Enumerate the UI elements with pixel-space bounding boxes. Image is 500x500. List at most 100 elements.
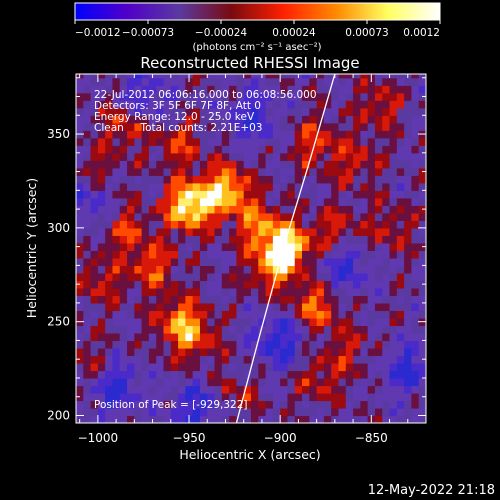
heatmap-cell bbox=[338, 415, 347, 423]
heatmap-cell bbox=[178, 347, 186, 357]
heatmap-cell bbox=[105, 257, 114, 266]
heatmap-cell bbox=[214, 250, 223, 259]
heatmap-cell bbox=[374, 107, 383, 116]
heatmap-cell bbox=[141, 107, 150, 116]
heatmap-cell bbox=[360, 227, 369, 236]
heatmap-cell bbox=[323, 190, 332, 199]
heatmap-cell bbox=[83, 197, 92, 206]
heatmap-cell bbox=[367, 130, 376, 139]
heatmap-cell bbox=[185, 280, 194, 289]
heatmap-cell bbox=[374, 145, 383, 154]
heatmap-cell bbox=[243, 74, 252, 79]
heatmap-cell bbox=[389, 152, 398, 161]
heatmap-cell bbox=[418, 362, 426, 372]
heatmap-cell bbox=[272, 415, 281, 423]
heatmap-cell bbox=[229, 227, 238, 236]
heatmap-cell bbox=[367, 250, 376, 259]
heatmap-cell bbox=[112, 137, 121, 146]
heatmap-cell bbox=[338, 167, 347, 176]
heatmap-cell bbox=[353, 400, 361, 409]
heatmap-cell bbox=[214, 115, 223, 124]
heatmap-cell bbox=[404, 122, 413, 131]
heatmap-cell bbox=[302, 175, 310, 184]
heatmap-cell bbox=[331, 190, 340, 199]
heatmap-cell bbox=[411, 130, 420, 139]
heatmap-cell bbox=[236, 160, 245, 169]
heatmap-cell bbox=[236, 175, 245, 184]
heatmap-cell bbox=[221, 205, 230, 214]
heatmap-cell bbox=[207, 257, 216, 266]
heatmap-cell bbox=[294, 167, 303, 176]
heatmap-cell bbox=[185, 250, 194, 259]
heatmap-cell bbox=[367, 205, 376, 214]
heatmap-cell bbox=[367, 167, 376, 176]
heatmap-cell bbox=[345, 295, 354, 304]
heatmap-cell bbox=[148, 122, 157, 131]
heatmap-cell bbox=[294, 107, 303, 116]
heatmap-cell bbox=[236, 347, 245, 357]
heatmap-cell bbox=[229, 385, 238, 394]
heatmap-cell bbox=[418, 415, 426, 423]
heatmap-cell bbox=[265, 302, 274, 312]
heatmap-cell bbox=[258, 175, 267, 184]
heatmap-cell bbox=[119, 242, 128, 251]
heatmap-cell bbox=[83, 250, 92, 259]
heatmap-cell bbox=[178, 385, 186, 394]
heatmap-cell bbox=[163, 115, 172, 124]
heatmap-cell bbox=[119, 400, 128, 409]
heatmap-cell bbox=[76, 212, 84, 221]
heatmap-cell bbox=[374, 85, 383, 94]
heatmap-cell bbox=[272, 272, 281, 281]
heatmap-cell bbox=[396, 152, 405, 161]
heatmap-cell bbox=[360, 145, 369, 154]
heatmap-cell bbox=[338, 92, 347, 101]
heatmap-cell bbox=[236, 212, 245, 221]
heatmap-cell bbox=[338, 385, 347, 394]
heatmap-cell bbox=[214, 167, 223, 176]
heatmap-cell bbox=[338, 122, 347, 131]
heatmap-cell bbox=[170, 100, 179, 109]
heatmap-cell bbox=[76, 272, 84, 281]
heatmap-cell bbox=[229, 182, 238, 191]
heatmap-cell bbox=[280, 392, 289, 402]
heatmap-cell bbox=[411, 77, 420, 86]
heatmap-cell bbox=[243, 332, 252, 342]
heatmap-cell bbox=[83, 347, 92, 357]
heatmap-cell bbox=[76, 77, 84, 86]
colorbar-ticks: −0.0012 −0.00073 −0.00024 0.00024 0.00073 0.0… bbox=[74, 20, 441, 39]
heatmap-cell bbox=[236, 190, 245, 199]
heatmap-cell bbox=[323, 370, 332, 379]
heatmap-cell bbox=[287, 107, 296, 116]
heatmap-cell bbox=[163, 130, 172, 139]
heatmap-cell bbox=[418, 152, 426, 161]
heatmap-cell bbox=[338, 242, 347, 251]
heatmap-cell bbox=[243, 400, 252, 409]
heatmap-cell bbox=[119, 107, 128, 116]
heatmap-cell bbox=[389, 100, 398, 109]
heatmap-cell bbox=[251, 220, 259, 229]
heatmap-cell bbox=[389, 370, 398, 379]
heatmap-cell bbox=[170, 415, 179, 423]
heatmap-cell bbox=[360, 182, 369, 191]
heatmap-cell bbox=[389, 235, 398, 244]
heatmap-cell bbox=[418, 145, 426, 154]
heatmap-cell bbox=[272, 182, 281, 191]
heatmap-cell bbox=[360, 362, 369, 372]
heatmap-cell bbox=[207, 355, 216, 364]
heatmap-cell bbox=[287, 160, 296, 169]
heatmap-cell bbox=[418, 115, 426, 124]
heatmap-cell bbox=[112, 325, 121, 334]
heatmap-cell bbox=[418, 287, 426, 297]
heatmap-cell bbox=[90, 407, 99, 417]
heatmap-cell bbox=[236, 287, 245, 297]
heatmap-cell bbox=[345, 355, 354, 364]
heatmap-cell bbox=[236, 152, 245, 161]
heatmap-cell bbox=[309, 385, 318, 394]
heatmap-cell bbox=[396, 385, 405, 394]
heatmap-cell bbox=[382, 362, 391, 372]
heatmap-cell bbox=[251, 295, 259, 304]
heatmap-cell bbox=[316, 347, 325, 357]
heatmap-cell bbox=[199, 340, 208, 349]
heatmap-cell bbox=[287, 287, 296, 297]
heatmap-cell bbox=[112, 152, 121, 161]
